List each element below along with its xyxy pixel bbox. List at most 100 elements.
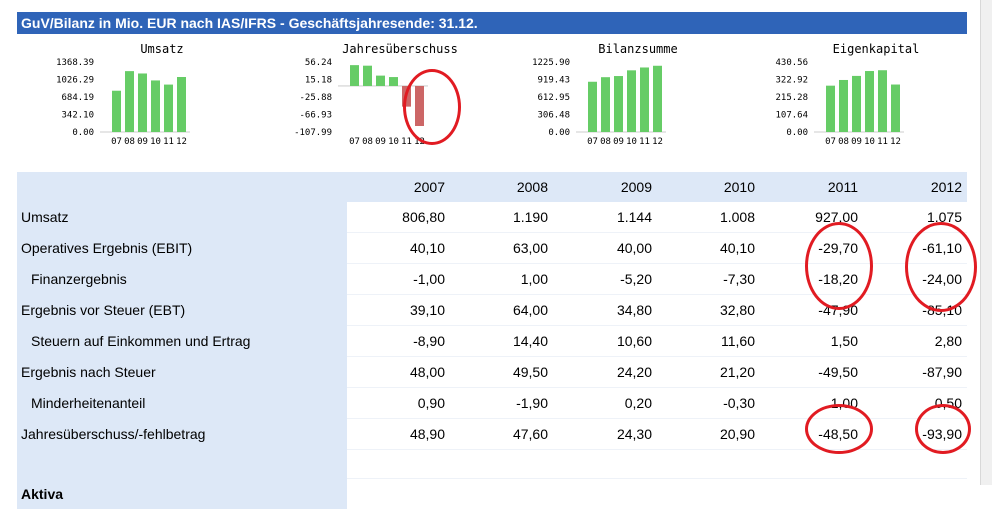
x-tick-label: 12 bbox=[176, 137, 187, 147]
year-header: 2012 bbox=[863, 172, 967, 202]
bar bbox=[852, 76, 861, 132]
cell-value: -24,00 bbox=[863, 264, 967, 295]
x-tick-label: 09 bbox=[851, 137, 862, 147]
table-row: Jahresüberschuss/-fehlbetrag 48,90 47,60… bbox=[17, 419, 967, 450]
bar bbox=[601, 77, 610, 132]
spacer-label bbox=[17, 450, 347, 479]
cell-value: 1.190 bbox=[450, 202, 553, 233]
bar bbox=[415, 86, 424, 126]
x-tick-label: 09 bbox=[137, 137, 148, 147]
year-header: 2007 bbox=[347, 172, 450, 202]
x-tick-label: 12 bbox=[652, 137, 663, 147]
cell-value: 1.144 bbox=[553, 202, 657, 233]
cell-value: 24,20 bbox=[553, 357, 657, 388]
bar bbox=[865, 71, 874, 132]
cell-value: 927,00 bbox=[760, 202, 863, 233]
spacer-cell bbox=[553, 479, 657, 509]
cell-value: -87,90 bbox=[863, 357, 967, 388]
cell-value: 20,90 bbox=[657, 419, 760, 450]
table-row: Umsatz 806,80 1.190 1.144 1.008 927,00 1… bbox=[17, 202, 967, 233]
bar bbox=[350, 65, 359, 86]
x-tick-label: 08 bbox=[600, 137, 611, 147]
bar bbox=[177, 77, 186, 132]
financial-table: 2007 2008 2009 2010 2011 2012 Umsatz 806… bbox=[17, 172, 967, 509]
x-tick-label: 11 bbox=[163, 137, 174, 147]
bar bbox=[112, 91, 121, 132]
y-tick-label: 0.00 bbox=[786, 128, 808, 138]
x-tick-label: 11 bbox=[877, 137, 888, 147]
x-tick-label: 12 bbox=[890, 137, 901, 147]
x-tick-label: 08 bbox=[362, 137, 373, 147]
y-tick-label: 322.92 bbox=[775, 76, 808, 86]
y-tick-label: 430.56 bbox=[775, 58, 808, 68]
year-header: 2009 bbox=[553, 172, 657, 202]
x-tick-label: 08 bbox=[838, 137, 849, 147]
cell-value: -7,30 bbox=[657, 264, 760, 295]
bar bbox=[614, 76, 623, 132]
x-tick-label: 10 bbox=[388, 137, 399, 147]
cell-value: -93,90 bbox=[863, 419, 967, 450]
row-label: Umsatz bbox=[17, 202, 347, 233]
cell-value: 48,90 bbox=[347, 419, 450, 450]
cell-value: -8,90 bbox=[347, 326, 450, 357]
bar bbox=[363, 66, 372, 86]
spacer-cell bbox=[553, 450, 657, 479]
year-header: 2011 bbox=[760, 172, 863, 202]
row-label: Minderheitenanteil bbox=[17, 388, 347, 419]
spacer-cell bbox=[760, 450, 863, 479]
cell-value: 64,00 bbox=[450, 295, 553, 326]
bar bbox=[878, 70, 887, 132]
cell-value: 1,50 bbox=[760, 326, 863, 357]
y-tick-label: 0.00 bbox=[548, 128, 570, 138]
y-tick-label: 919.43 bbox=[537, 76, 570, 86]
cell-value: 32,80 bbox=[657, 295, 760, 326]
bar bbox=[839, 80, 848, 132]
bar bbox=[627, 70, 636, 132]
spacer-cell bbox=[657, 479, 760, 509]
bar bbox=[151, 80, 160, 132]
cell-value: -29,70 bbox=[760, 233, 863, 264]
bar bbox=[389, 77, 398, 86]
cell-value: 40,00 bbox=[553, 233, 657, 264]
cell-value: 0,50 bbox=[863, 388, 967, 419]
spacer-cell bbox=[347, 450, 450, 479]
x-tick-label: 07 bbox=[349, 137, 360, 147]
y-tick-label: -66.93 bbox=[299, 111, 332, 121]
x-tick-label: 11 bbox=[639, 137, 650, 147]
bar bbox=[125, 71, 134, 132]
bar bbox=[588, 82, 597, 132]
bar bbox=[826, 86, 835, 132]
x-tick-label: 07 bbox=[587, 137, 598, 147]
y-tick-label: 684.19 bbox=[61, 93, 94, 103]
cell-value: 10,60 bbox=[553, 326, 657, 357]
bar bbox=[138, 73, 147, 132]
y-tick-label: 1368.39 bbox=[56, 58, 94, 68]
y-tick-label: 1026.29 bbox=[56, 76, 94, 86]
page: GuV/Bilanz in Mio. EUR nach IAS/IFRS - G… bbox=[0, 0, 992, 485]
cell-value: 806,80 bbox=[347, 202, 450, 233]
x-tick-label: 10 bbox=[150, 137, 161, 147]
cell-value: -0,30 bbox=[657, 388, 760, 419]
x-tick-label: 09 bbox=[375, 137, 386, 147]
cell-value: 1,00 bbox=[760, 388, 863, 419]
row-label: Ergebnis vor Steuer (EBT) bbox=[17, 295, 347, 326]
cell-value: -48,50 bbox=[760, 419, 863, 450]
x-tick-label: 07 bbox=[825, 137, 836, 147]
scrollbar[interactable] bbox=[980, 0, 992, 485]
cell-value: 2,80 bbox=[863, 326, 967, 357]
y-tick-label: 342.10 bbox=[61, 111, 94, 121]
table-row: Ergebnis nach Steuer 48,00 49,50 24,20 2… bbox=[17, 357, 967, 388]
row-label: Operatives Ergebnis (EBIT) bbox=[17, 233, 347, 264]
y-tick-label: 612.95 bbox=[537, 93, 570, 103]
bar bbox=[164, 85, 173, 132]
cell-value: 0,20 bbox=[553, 388, 657, 419]
cell-value: 48,00 bbox=[347, 357, 450, 388]
spacer-cell bbox=[450, 479, 553, 509]
spacer-cell bbox=[347, 479, 450, 509]
